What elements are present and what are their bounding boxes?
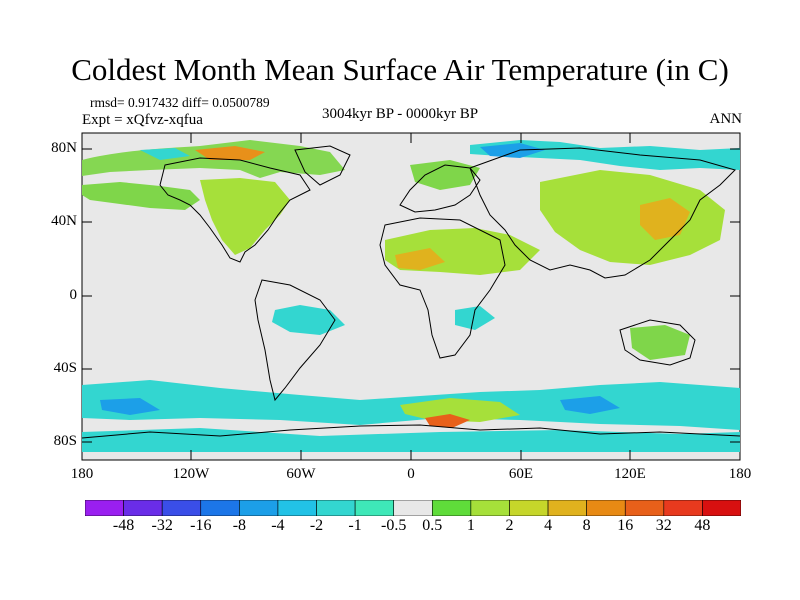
colorbar-tick-label: 4	[544, 517, 553, 534]
anomaly-region-east-asia-orange	[640, 198, 690, 240]
colorbar-swatch	[702, 500, 741, 516]
lon-label-0: 0	[407, 466, 415, 482]
anomaly-region-asia	[540, 170, 725, 265]
colorbar-tick-label: -4	[271, 517, 285, 534]
lon-label-120e: 120E	[614, 466, 646, 482]
colorbar-swatch	[509, 500, 549, 516]
lat-label-80n: 80N	[51, 140, 77, 156]
anomaly-region-arctic-cyan	[140, 148, 190, 160]
anomaly-region-pacific-nw	[82, 182, 200, 210]
colorbar	[85, 500, 741, 516]
axis-ticks	[82, 133, 740, 460]
colorbar-swatch	[354, 500, 395, 516]
coastline-north-america	[159, 157, 311, 263]
colorbar-tick-label: 1	[466, 517, 475, 534]
season-text: ANN	[709, 111, 743, 127]
colorbar-swatch	[470, 500, 510, 516]
coastlines	[81, 145, 741, 439]
colorbar-swatch	[663, 500, 703, 516]
stats-text: rmsd= 0.917432 diff= 0.0500789	[90, 95, 270, 110]
anomaly-region-antarctica-green	[400, 398, 520, 422]
colorbar-tick-label: -2	[309, 517, 324, 534]
lat-label-0: 0	[69, 287, 78, 303]
colorbar-swatch	[316, 500, 356, 516]
anomaly-region-greenland-orange	[195, 146, 265, 160]
lat-label-40n: 40N	[51, 213, 77, 229]
period-text: 3004kyr BP - 0000kyr BP	[322, 106, 479, 122]
coastline-africa	[379, 217, 506, 359]
colorbar-swatch	[547, 500, 587, 516]
lon-label-60e: 60E	[508, 466, 534, 482]
lat-label-80s: 80S	[53, 433, 77, 449]
colorbar-swatch	[239, 500, 279, 516]
colorbar-tick-label: 8	[582, 517, 591, 534]
lon-label-120w: 120W	[172, 466, 210, 482]
colorbar-swatch	[277, 500, 317, 516]
coastline-europe	[399, 164, 481, 213]
colorbar-tick-label: 0.5	[422, 517, 443, 534]
lon-label-180w: 180	[70, 466, 94, 482]
colorbar-swatch	[200, 500, 240, 516]
coastline-antarctica	[81, 424, 741, 439]
colorbar-tick-label: 32	[655, 517, 672, 534]
anomaly-region-north-america	[200, 178, 290, 255]
colorbar-tick-label: 16	[617, 517, 634, 534]
lon-label-180e: 180	[728, 466, 752, 482]
colorbar-swatch	[624, 500, 665, 516]
coastline-asia	[469, 147, 736, 279]
coastline-greenland	[294, 145, 351, 186]
colorbar-tick-label: -0.5	[381, 517, 407, 534]
anomaly-region-australia	[630, 325, 690, 360]
colorbar-tick-label: -32	[151, 517, 173, 534]
colorbar-tick-label: -8	[232, 517, 247, 534]
coastline-south-america	[254, 279, 336, 402]
colorbar-swatch	[586, 500, 626, 516]
colorbar-swatch	[393, 500, 433, 516]
anomaly-region-siberia-cyan	[470, 140, 740, 170]
colorbar-swatch	[431, 500, 472, 516]
colorbar-tick-label: 2	[505, 517, 514, 534]
anomaly-region-africa-east	[455, 306, 495, 330]
lat-label-40s: 40S	[53, 360, 77, 376]
colorbar-tick-label: -48	[112, 517, 135, 534]
lon-label-60w: 60W	[286, 466, 316, 482]
colorbar-swatch	[123, 500, 163, 516]
colorbar-tick-label: -16	[190, 517, 212, 534]
colorbar-tick-label: -1	[348, 517, 362, 534]
colorbar-swatch	[85, 500, 124, 516]
colorbar-tick-label: 48	[694, 517, 711, 534]
anomaly-fields	[82, 140, 740, 452]
plot-title: Coldest Month Mean Surface Air Temperatu…	[71, 52, 729, 87]
experiment-text: Expt = xQfvz-xqfua	[82, 112, 203, 128]
colorbar-swatch	[161, 500, 202, 516]
anomaly-region-barents-blue	[480, 143, 545, 158]
anomaly-region-pacific-tropical	[272, 305, 345, 335]
coastline-australia	[619, 319, 696, 366]
anomaly-region-antarctica-orange	[425, 414, 470, 428]
anomaly-region-sahara-orange	[395, 248, 445, 270]
